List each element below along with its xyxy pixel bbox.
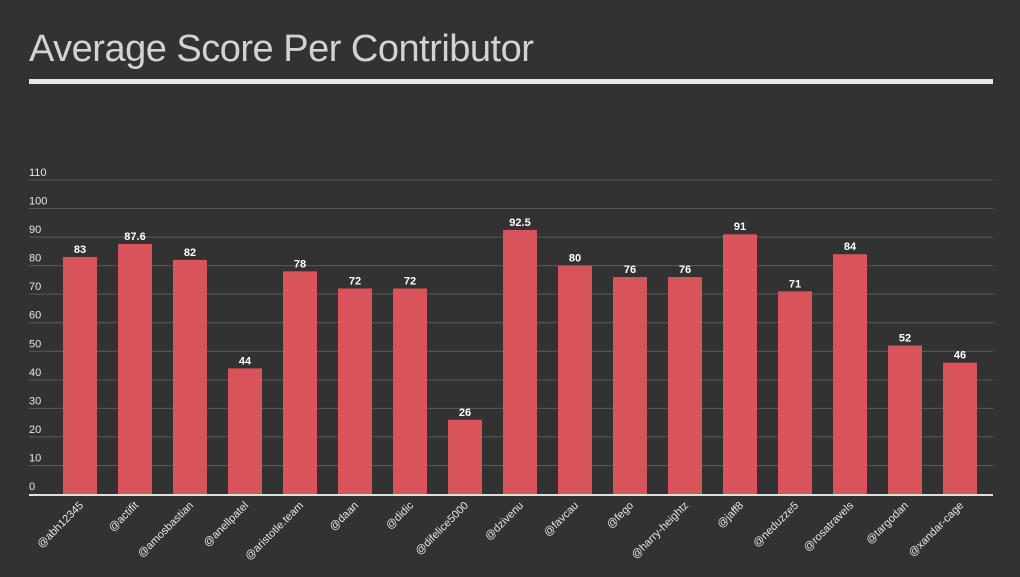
x-tick-label: @fego [605, 500, 637, 532]
y-tick-label: 40 [29, 367, 41, 379]
y-tick-label: 30 [29, 395, 41, 407]
x-tick-label: @anellpatel [201, 500, 251, 550]
x-tick-label: @didic [384, 499, 417, 532]
data-label: 78 [294, 258, 306, 270]
bar [558, 265, 592, 494]
data-label: 46 [954, 350, 966, 362]
bar [448, 419, 482, 494]
bar [503, 229, 537, 495]
chart-title: Average Score Per Contributor [29, 28, 534, 70]
x-tick-label: @neduzze5 [751, 500, 801, 550]
x-tick-label: @targodan [864, 500, 911, 547]
data-label: 91 [734, 221, 746, 233]
x-tick-label: @rosatravels [802, 499, 857, 554]
data-label: 76 [679, 264, 691, 276]
x-tick-label: @harry-heightz [629, 500, 691, 562]
data-label: 83 [74, 244, 86, 256]
data-label: 44 [239, 355, 252, 367]
bar [338, 288, 372, 494]
bar [833, 254, 867, 494]
y-tick-label: 110 [29, 167, 47, 179]
bar [613, 277, 647, 494]
bar [173, 259, 207, 494]
x-tick-label: @jaff8 [715, 500, 746, 531]
bar [888, 345, 922, 494]
x-tick-label: @actifit [107, 500, 142, 535]
x-tick-label: @favcau [542, 500, 581, 539]
bar [943, 362, 977, 494]
data-label: 76 [624, 264, 636, 276]
y-tick-label: 50 [29, 338, 41, 350]
x-tick-label: @amosbastian [136, 500, 196, 560]
bar [393, 288, 427, 494]
data-label: 26 [459, 407, 471, 419]
data-label: 82 [184, 247, 196, 259]
data-label: 72 [404, 275, 416, 287]
x-tick-label: @abh12345 [35, 500, 86, 551]
data-label: 72 [349, 275, 361, 287]
bar [723, 234, 757, 494]
data-label: 71 [789, 278, 801, 290]
data-label: 87.6 [124, 231, 145, 243]
data-label: 52 [899, 333, 911, 345]
y-tick-label: 10 [29, 452, 41, 464]
bar [668, 277, 702, 494]
data-label: 92.5 [509, 217, 530, 229]
x-tick-label: @dzivenu [483, 500, 526, 543]
title-underline [29, 79, 993, 84]
bar [778, 291, 812, 494]
y-tick-label: 100 [29, 196, 47, 208]
bar [228, 368, 262, 494]
x-tick-label: @aristotle.team [243, 500, 306, 563]
bar [63, 257, 97, 494]
y-tick-label: 20 [29, 424, 41, 436]
x-tick-label: @difelice5000 [413, 500, 471, 558]
data-label: 84 [844, 241, 857, 253]
bar [118, 243, 152, 494]
data-label: 80 [569, 253, 581, 265]
y-tick-label: 80 [29, 253, 41, 265]
x-tick-label: @xandar-cage [906, 500, 966, 560]
x-tick-label: @daan [327, 500, 361, 534]
y-tick-label: 70 [29, 281, 41, 293]
y-tick-label: 90 [29, 224, 41, 236]
bar [283, 271, 317, 494]
y-tick-label: 60 [29, 310, 41, 322]
y-tick-label: 0 [29, 481, 35, 493]
